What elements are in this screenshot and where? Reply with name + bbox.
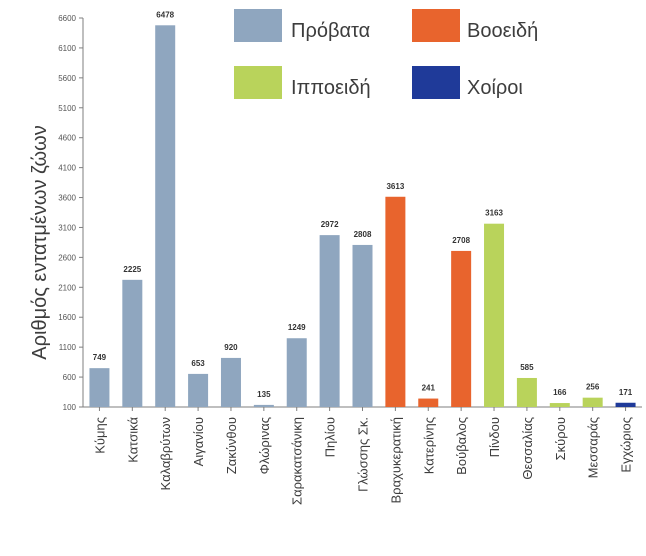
bar-value-label: 2972 [321, 220, 339, 229]
legend-label: Χοίροι [467, 77, 523, 99]
category-label: Εγχώριος [619, 417, 634, 473]
bar-value-label: 3613 [386, 182, 404, 191]
category-label: Πίνδου [487, 417, 502, 457]
bar-value-label: 171 [619, 388, 633, 397]
axes-layer: 100 600 1100 1600 2100 2600 3100 3600 4100 4600 51… [29, 14, 642, 412]
legend-swatch [412, 9, 460, 42]
category-label: Μεσσαράς [586, 417, 601, 478]
labels-layer: 749 Κύμης 2225 Κατσικά 6478 Καλαβρύτων 653 Αιγα… [92, 10, 633, 505]
category-label: Ζακύνθου [224, 417, 239, 474]
bar [253, 404, 274, 407]
legend: Πρόβατα Βοοειδή Ιπποειδή Χοίροι [234, 9, 538, 99]
bar-value-label: 166 [553, 388, 567, 397]
y-tick-label: 5100 [58, 104, 76, 113]
bar-value-label: 3163 [485, 209, 503, 218]
bar-value-label: 6478 [156, 10, 174, 19]
bar [319, 235, 340, 407]
bar [286, 338, 307, 407]
category-label: Γλώσσης Σκ. [356, 417, 371, 492]
bar-value-label: 585 [520, 363, 534, 372]
bar-value-label: 256 [586, 383, 600, 392]
category-label: Αιγανίου [191, 417, 206, 466]
bar [582, 397, 603, 407]
category-label: Κατσικά [125, 417, 140, 463]
category-label: Πηλίου [323, 417, 338, 457]
y-tick-label: 6600 [58, 14, 76, 23]
y-tick-label: 100 [63, 403, 77, 412]
legend-swatch [234, 66, 282, 99]
category-label: Θεσσαλίας [520, 417, 535, 480]
legend-label: Ιπποειδή [291, 77, 371, 99]
y-tick-label: 600 [63, 373, 77, 382]
category-label: Κύμης [92, 417, 107, 454]
y-tick-label: 4100 [58, 164, 76, 173]
category-label: Σκύρου [553, 417, 568, 460]
bar [418, 398, 439, 407]
bar [484, 223, 505, 407]
legend-swatch [234, 9, 282, 42]
y-tick-label: 2600 [58, 253, 76, 262]
legend-label: Βοοειδή [467, 20, 538, 42]
bar [615, 402, 636, 407]
y-tick-label: 1100 [59, 343, 77, 352]
bar-value-label: 920 [224, 343, 238, 352]
bar [155, 25, 176, 407]
bar [451, 250, 472, 407]
bar [549, 403, 570, 407]
bar [122, 279, 143, 407]
category-label: Βούβαλος [454, 417, 469, 475]
bar-value-label: 653 [191, 359, 205, 368]
legend-label: Πρόβατα [291, 20, 370, 42]
y-tick-label: 3600 [58, 194, 76, 203]
y-tick-label: 1600 [58, 313, 76, 322]
bar [89, 368, 110, 407]
y-tick-label: 6100 [58, 44, 76, 53]
category-label: Φλώρινας [257, 417, 272, 474]
bar-value-label: 2808 [354, 230, 372, 239]
bar [352, 244, 373, 407]
y-tick-label: 5600 [58, 74, 76, 83]
bar-value-label: 241 [422, 384, 436, 393]
category-label: Βραχυκερατική [388, 417, 403, 503]
bars-layer [89, 25, 636, 407]
category-label: Κατερίνης [421, 417, 436, 474]
y-tick-label: 3100 [58, 223, 76, 232]
legend-swatch [412, 66, 460, 99]
y-tick-label: 2100 [58, 283, 76, 292]
category-label: Καλαβρύτων [158, 417, 173, 490]
bar-value-label: 1249 [288, 323, 306, 332]
bar-value-label: 135 [257, 390, 271, 399]
category-label: Σαρακατσάνικη [290, 417, 305, 505]
bar-value-label: 749 [93, 353, 107, 362]
bar [516, 377, 537, 407]
bar [220, 357, 241, 407]
bar-value-label: 2225 [123, 265, 141, 274]
y-tick-label: 4600 [58, 134, 76, 143]
y-axis-title: Αριθμός εντατμένων ζώων [29, 125, 51, 359]
bar-value-label: 2708 [452, 236, 470, 245]
bar [385, 196, 406, 407]
bar [188, 373, 209, 407]
